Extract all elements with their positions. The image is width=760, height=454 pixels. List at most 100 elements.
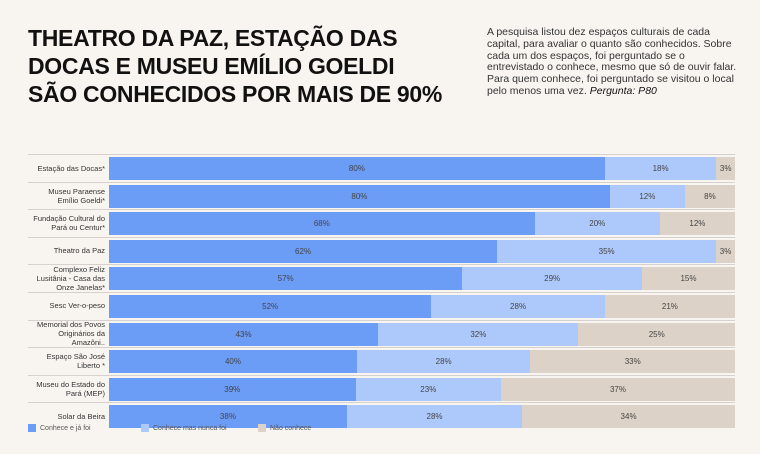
bar-stack: 39% 23% 37% (109, 377, 735, 401)
bar-stack: 52% 28% 21% (109, 294, 735, 318)
bar-segment: 28% (356, 350, 531, 374)
category-label: Sesc Ver-o-peso (49, 301, 105, 311)
bar-segment: 15% (642, 267, 735, 291)
data-label: 37% (609, 384, 626, 394)
category-label: Memorial dos Povos Originários da Amazôn… (37, 320, 105, 348)
data-label: 20% (589, 219, 606, 229)
legend-swatch (141, 424, 149, 432)
data-label: 28% (426, 412, 443, 422)
legend-item: Conhece mas nunca foi (141, 424, 227, 432)
data-label: 28% (510, 301, 527, 311)
bar-segment: 38% (109, 405, 347, 429)
bar-segment: 3% (716, 157, 735, 180)
bar-segment: 12% (659, 212, 735, 236)
category-label: Theatro da Paz (53, 246, 105, 256)
category-label: Fundação Cultural do Pará ou Centur* (33, 214, 105, 233)
data-label: 12% (689, 219, 706, 229)
bar-row: Memorial dos Povos Originários da Amazôn… (28, 319, 735, 348)
bar-row: Sesc Ver-o-peso 52% 28% 21% (28, 291, 735, 320)
stacked-bar-chart: Estação das Docas* 80% 18% 3% Museu Paraense… (28, 154, 735, 430)
data-label: 29% (544, 274, 561, 284)
category-label: Solar da Beira (57, 411, 105, 421)
bar-segment: 52% (109, 294, 432, 318)
data-label: 62% (295, 246, 312, 256)
data-label: 80% (348, 164, 365, 173)
bar-segment: 57% (109, 267, 463, 291)
bar-segment: 12% (609, 184, 685, 208)
data-label: 43% (235, 329, 252, 339)
data-label: 57% (277, 274, 294, 284)
bar-segment: 28% (346, 405, 523, 429)
category-label: Museu Paraense Emílio Goeldi* (48, 186, 105, 205)
category-label: Museu do Estado do Pará (MEP) (36, 379, 105, 398)
bar-segment: 21% (604, 294, 735, 318)
bar-stack: 57% 29% 15% (109, 267, 735, 291)
bar-segment: 68% (109, 212, 535, 236)
bar-stack: 68% 20% 12% (109, 212, 735, 236)
bar-segment: 23% (355, 377, 502, 401)
page-title: THEATRO DA PAZ, ESTAÇÃO DAS DOCAS E MUSE… (28, 25, 443, 107)
bar-segment: 33% (530, 350, 735, 374)
data-label: 40% (224, 357, 241, 367)
bar-segment: 3% (716, 239, 735, 263)
bar-stack: 80% 18% 3% (109, 157, 735, 180)
legend-label: Conhece e já foi (40, 424, 91, 432)
data-label: 3% (719, 246, 732, 256)
bar-segment: 29% (462, 267, 643, 291)
bar-row: Espaço São José Liberto * 40% 28% 33% (28, 347, 735, 375)
bar-segment: 20% (534, 212, 660, 236)
data-label: 18% (652, 164, 669, 173)
data-label: 28% (435, 357, 452, 367)
category-label: Complexo Feliz Lusitânia - Casa das Onze… (36, 264, 105, 292)
question-ref: Pergunta: P80 (589, 84, 657, 97)
bar-row: Estação das Docas* 80% 18% 3% (28, 154, 735, 182)
bar-segment: 34% (522, 405, 735, 429)
data-label: 21% (661, 301, 678, 311)
bar-row: Fundação Cultural do Pará ou Centur* 68% 2… (28, 209, 735, 237)
description-text: A pesquisa listou dez espaços culturais … (487, 26, 737, 97)
bar-segment: 25% (578, 322, 735, 346)
data-label: 39% (224, 384, 241, 394)
data-label: 25% (648, 329, 665, 339)
bar-segment: 35% (497, 239, 717, 263)
bar-stack: 62% 35% 3% (109, 239, 735, 263)
legend-item: Não conhece (258, 424, 311, 432)
bar-row: Solar da Beira 38% 28% 34% (28, 402, 735, 430)
bar-row: Theatro da Paz 62% 35% 3% (28, 236, 735, 265)
data-label: 68% (313, 219, 330, 229)
bar-segment: 39% (109, 377, 356, 401)
bar-stack: 38% 28% 34% (109, 405, 735, 429)
category-label: Estação das Docas* (37, 163, 105, 173)
bar-segment: 80% (109, 184, 610, 208)
legend-swatch (258, 424, 266, 432)
data-label: 3% (719, 164, 732, 173)
data-label: 15% (680, 274, 697, 284)
bar-row: Museu do Estado do Pará (MEP) 39% 23% 37% (28, 374, 735, 403)
bar-segment: 28% (431, 294, 605, 318)
data-label: 32% (470, 329, 487, 339)
data-label: 33% (624, 357, 641, 367)
bar-segment: 40% (109, 350, 357, 374)
bar-segment: 43% (109, 322, 379, 346)
data-label: 52% (262, 301, 279, 311)
legend-label: Conhece mas nunca foi (153, 424, 227, 432)
data-label: 23% (420, 384, 437, 394)
bar-segment: 8% (684, 184, 735, 208)
legend-label: Não conhece (270, 424, 312, 432)
bar-row: Museu Paraense Emílio Goeldi* 80% 12% 8% (28, 181, 735, 210)
data-label: 80% (351, 191, 368, 201)
bar-segment: 80% (109, 157, 605, 180)
bar-segment: 18% (604, 157, 717, 180)
bar-stack: 40% 28% 33% (109, 350, 735, 374)
data-label: 38% (219, 412, 236, 422)
legend-item: Conhece e já foi (28, 424, 91, 432)
description: A pesquisa listou dez espaços culturais … (487, 26, 742, 98)
bar-segment: 37% (501, 377, 735, 401)
category-label: Espaço São José Liberto * (46, 352, 105, 371)
data-label: 12% (639, 191, 656, 201)
legend-swatch (28, 424, 36, 432)
data-label: 35% (598, 246, 615, 256)
bar-segment: 62% (109, 239, 498, 263)
bar-stack: 43% 32% 25% (109, 322, 735, 346)
data-label: 34% (620, 412, 637, 422)
